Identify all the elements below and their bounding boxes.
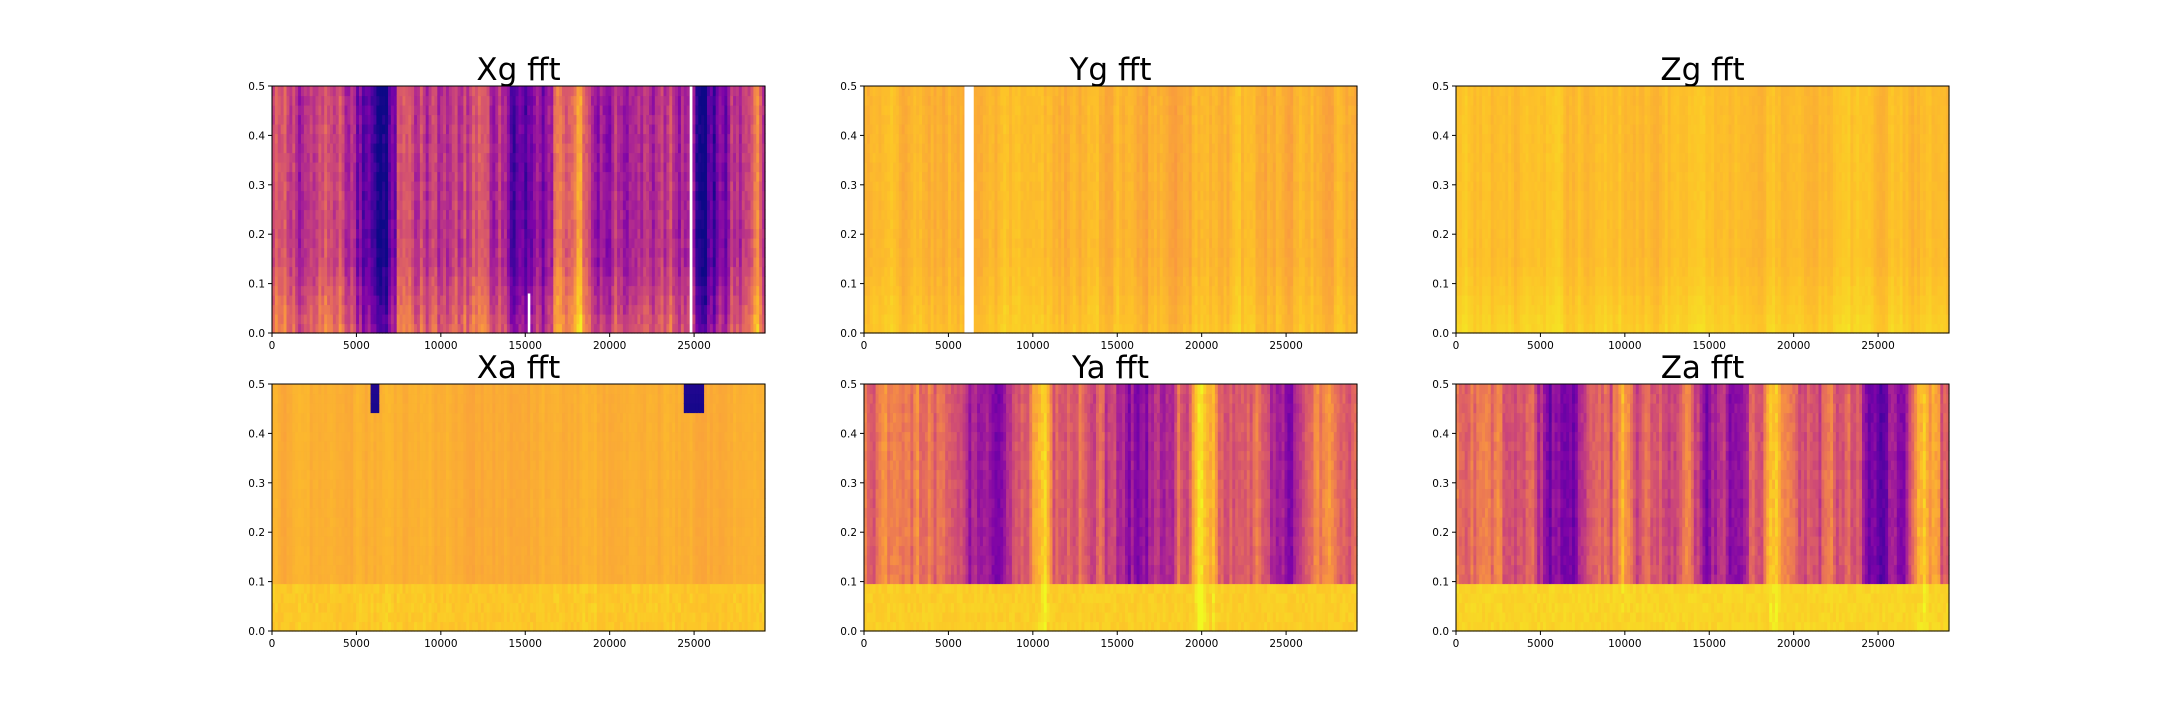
panel-title-yg: Yg fft: [1069, 52, 1152, 88]
heatmap-yg: [864, 86, 1358, 334]
y-tick-label: 0.2: [248, 229, 265, 241]
x-tick-label: 10000: [424, 340, 457, 352]
panel-yg: Yg fft0 5000 10000 15000 20000 250000.00.10.2…: [840, 52, 1357, 352]
y-tick-label: 0.3: [248, 180, 265, 192]
x-tick-label: 20000: [593, 340, 626, 352]
y-tick-label: 0.1: [248, 279, 265, 291]
heatmap-gap: [690, 86, 693, 333]
panel-title-xg: Xg fft: [476, 52, 560, 88]
y-tick-label: 0.5: [248, 81, 265, 93]
heatmap-gap: [528, 293, 531, 333]
x-tick-label: 0: [269, 340, 276, 352]
y-tick-label: 0.4: [248, 130, 265, 142]
x-tick-label: 25000: [677, 340, 710, 352]
heatmap-xg: [272, 86, 766, 334]
y-tick-label: 0.0: [248, 328, 265, 340]
x-tick-label: 5000: [343, 340, 370, 352]
